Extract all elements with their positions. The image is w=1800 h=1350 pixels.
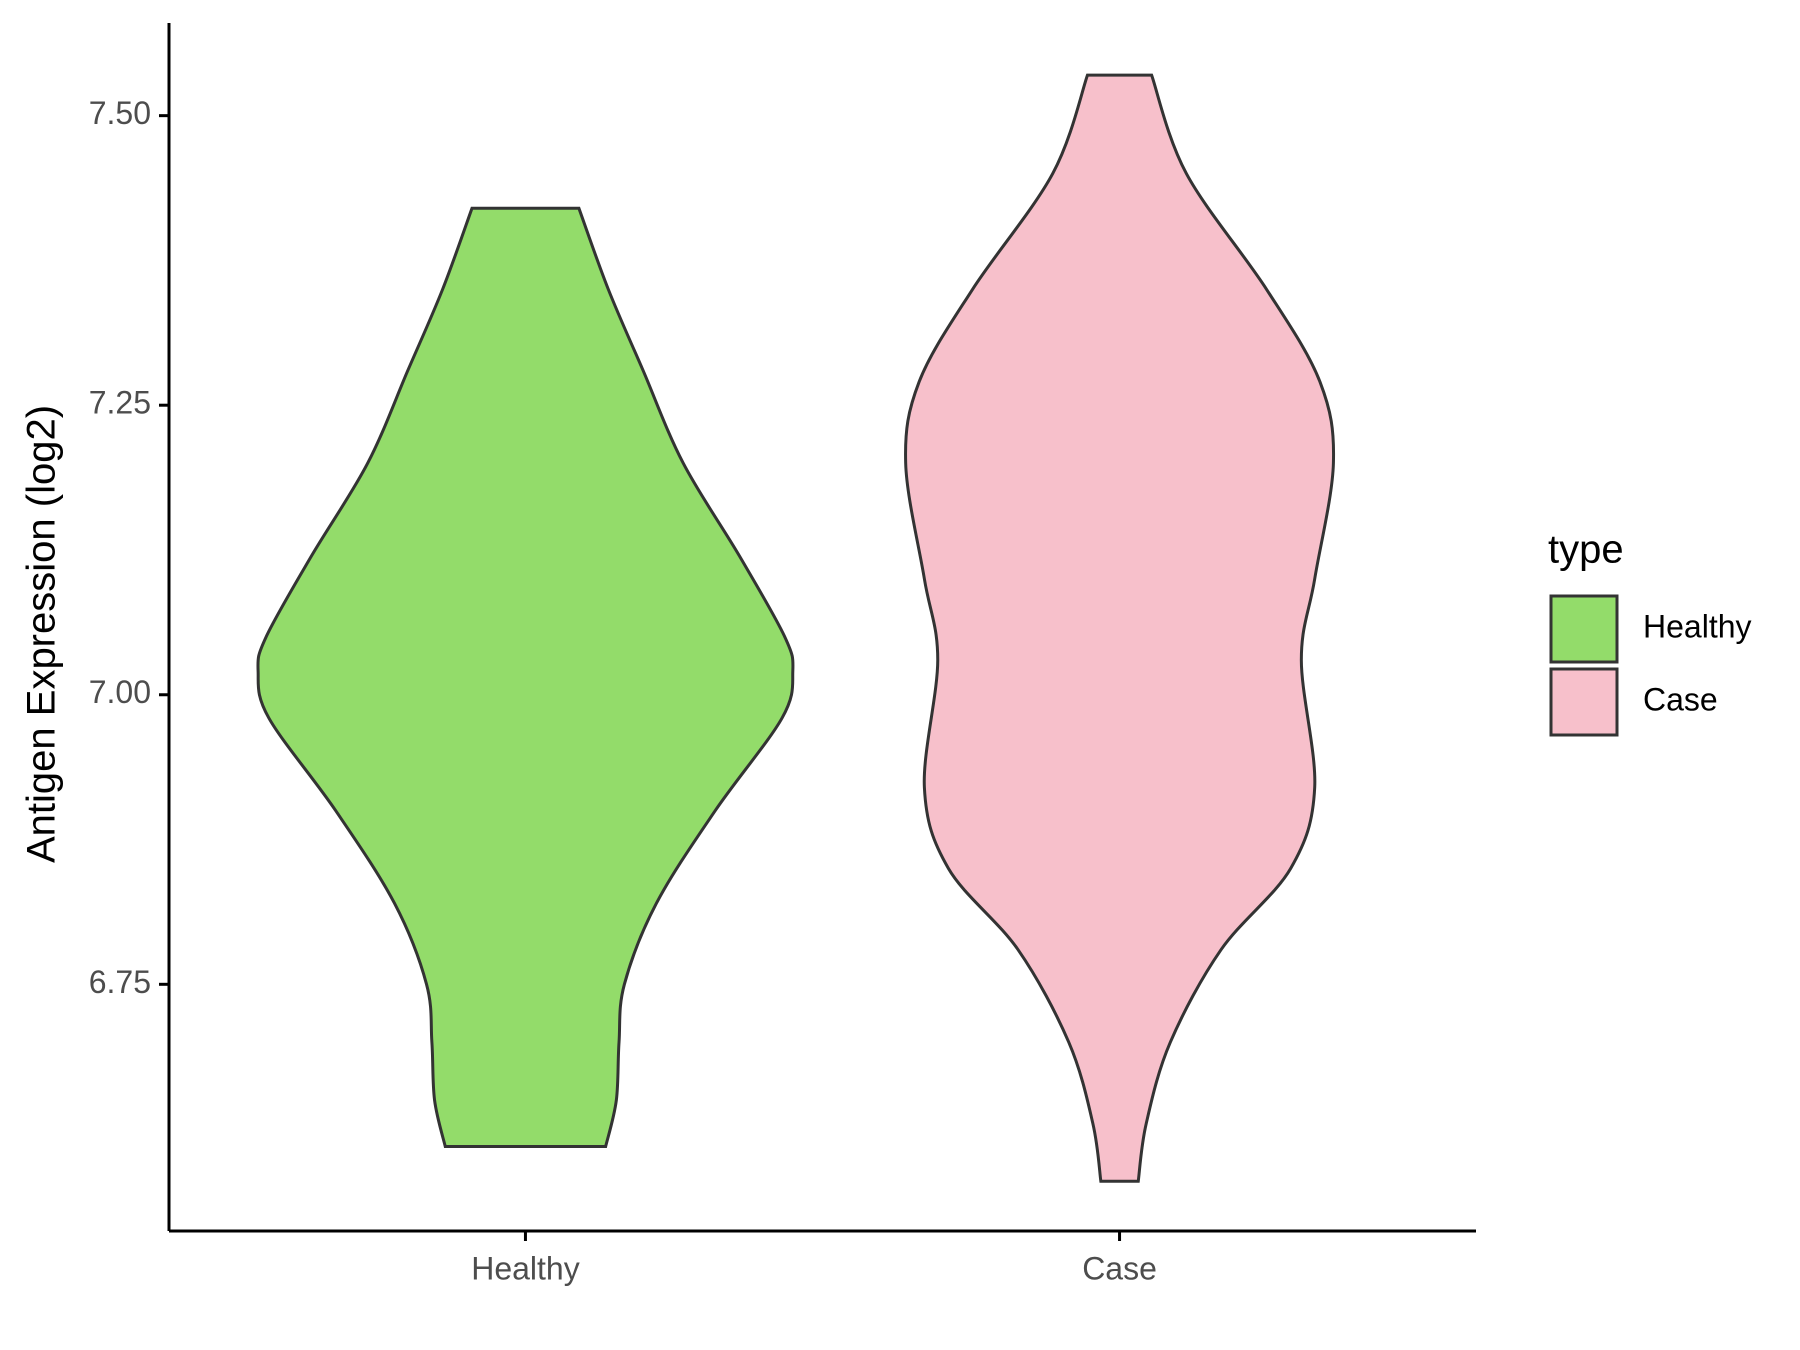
x-tick-label: Case bbox=[1082, 1250, 1157, 1286]
legend-key bbox=[1549, 594, 1619, 664]
y-tick-label: 7.25 bbox=[89, 385, 151, 421]
y-axis-title: Antigen Expression (log2) bbox=[20, 405, 64, 863]
y-tick-label: 6.75 bbox=[89, 964, 151, 1000]
violin bbox=[904, 73, 1336, 1183]
legend-label: Case bbox=[1643, 681, 1718, 717]
y-tick-label: 7.50 bbox=[89, 95, 151, 131]
y-tick-label: 7.00 bbox=[89, 674, 151, 710]
x-tick-label: Healthy bbox=[471, 1250, 580, 1286]
legend-key bbox=[1549, 667, 1619, 737]
legend-label: Healthy bbox=[1643, 608, 1752, 644]
violin bbox=[256, 206, 795, 1148]
legend-title: type bbox=[1548, 528, 1624, 572]
